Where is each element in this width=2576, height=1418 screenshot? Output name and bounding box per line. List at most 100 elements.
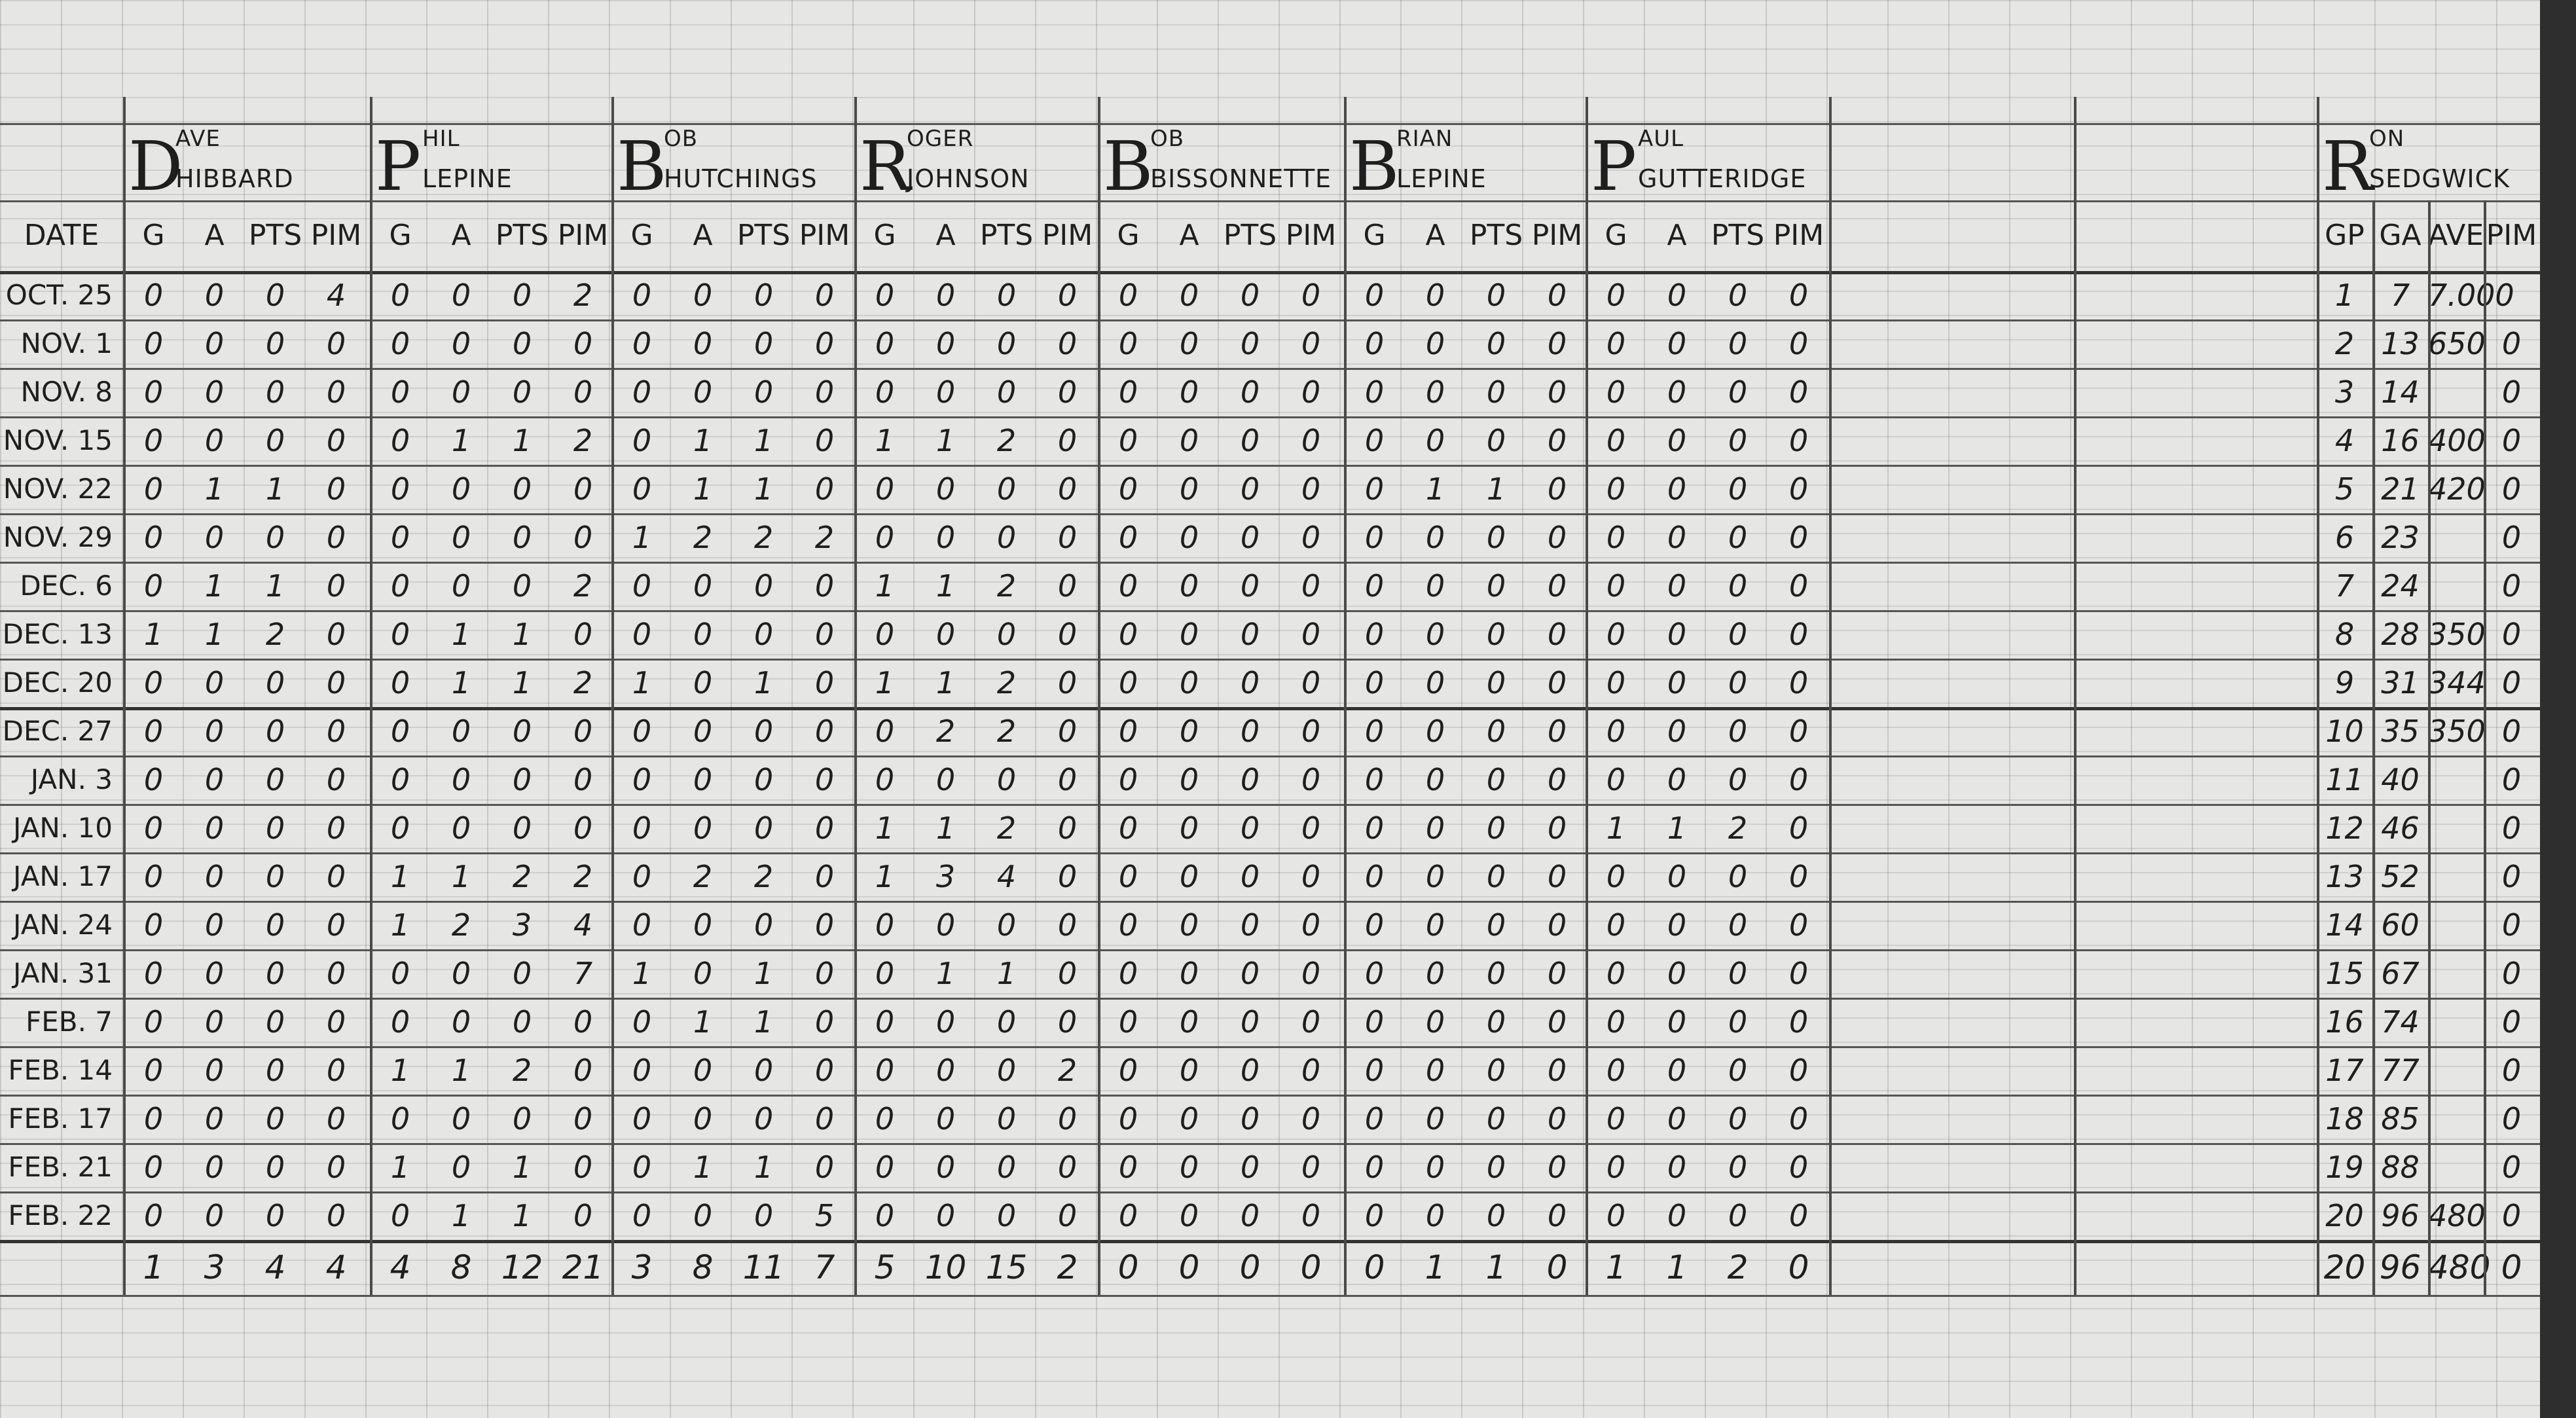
goalie-total-cell: 480 <box>2428 1248 2491 1286</box>
row-rule <box>0 465 2540 467</box>
stat-cell: 0 <box>143 714 164 749</box>
stat-cell: 0 <box>573 1101 593 1136</box>
stat-cell: 0 <box>814 471 835 507</box>
stat-cell: 0 <box>1728 374 1748 410</box>
stat-cell: 0 <box>1118 810 1138 846</box>
row-rule <box>0 319 2540 321</box>
player-name: B RIAN LEPINE <box>1344 123 1587 200</box>
stat-cell: 0 <box>632 1101 652 1136</box>
block-rule <box>370 97 372 1295</box>
stat-cell: 0 <box>143 956 164 991</box>
stat-cell: 0 <box>265 326 285 361</box>
stat-column-header: PTS <box>736 219 791 252</box>
stat-cell: 0 <box>204 762 225 797</box>
stat-cell: 0 <box>265 1101 285 1136</box>
stat-cell: 0 <box>1118 859 1138 894</box>
stat-cell: 2 <box>573 665 593 700</box>
stat-cell: 0 <box>1057 1101 1078 1136</box>
stat-cell: 0 <box>632 810 652 846</box>
stat-cell: 0 <box>1788 278 1809 313</box>
stat-cell: 0 <box>814 1053 835 1088</box>
goalie-stat-cell: 1 <box>2334 278 2355 313</box>
stat-cell: 0 <box>1788 762 1809 797</box>
stat-cell: 1 <box>390 1150 410 1185</box>
stat-cell: 0 <box>1606 374 1626 410</box>
stat-cell: 0 <box>1057 665 1078 700</box>
goalie-stat-cell <box>2428 513 2484 562</box>
stat-cell: 0 <box>1788 810 1809 846</box>
goalie-stat-cell: 650 <box>2428 326 2486 361</box>
goalie-column-header: PIM <box>2486 219 2537 252</box>
goalie-stat-cell: 15 <box>2325 956 2364 991</box>
stat-cell: 1 <box>875 423 895 458</box>
stat-cell: 0 <box>1788 326 1809 361</box>
stat-cell: 0 <box>1788 617 1809 652</box>
total-cell: 1 <box>143 1248 164 1286</box>
stat-cell: 0 <box>204 423 225 458</box>
date-cell: NOV. 29 <box>3 521 113 553</box>
player-name: P AUL GUTTERIDGE <box>1586 123 1829 200</box>
goalie-stat-cell: 0 <box>2501 374 2522 410</box>
goalie-stat-cell: 0 <box>2501 714 2522 749</box>
stat-cell: 2 <box>573 859 593 894</box>
stat-cell: 0 <box>390 617 410 652</box>
total-cell: 0 <box>1117 1248 1139 1286</box>
stat-cell: 0 <box>451 520 471 555</box>
stat-cell: 1 <box>451 1053 471 1088</box>
name-last: JOHNSON <box>907 164 1030 194</box>
stat-cell: 0 <box>451 471 471 507</box>
goalie-stat-cell: 16 <box>2381 423 2420 458</box>
stat-cell: 0 <box>265 1198 285 1233</box>
goalie-stat-cell: 0 <box>2501 762 2522 797</box>
stat-column-header: G <box>1363 219 1386 252</box>
stat-cell: 0 <box>996 374 1017 410</box>
goalie-stat-cell <box>2428 804 2484 852</box>
stat-cell: 0 <box>204 520 225 555</box>
stat-cell: 0 <box>1425 810 1445 846</box>
stat-cell: 0 <box>143 762 164 797</box>
stat-cell: 0 <box>1486 907 1506 943</box>
stat-cell: 0 <box>1057 1150 1078 1185</box>
stat-cell: 1 <box>451 423 471 458</box>
stat-cell: 0 <box>632 423 652 458</box>
stat-cell: 0 <box>1301 665 1321 700</box>
stat-cell: 0 <box>1301 907 1321 943</box>
goalie-stat-cell: 35 <box>2381 714 2420 749</box>
stat-cell: 0 <box>204 1150 225 1185</box>
stat-cell: 0 <box>390 1101 410 1136</box>
date-cell: DEC. 6 <box>20 570 113 602</box>
goalie-stat-cell <box>2428 1046 2484 1095</box>
stat-cell: 0 <box>573 1004 593 1040</box>
stat-cell: 0 <box>935 374 956 410</box>
date-cell: FEB. 17 <box>8 1102 113 1135</box>
stat-cell: 0 <box>1118 374 1138 410</box>
goalie-stat-cell: 0 <box>2501 1198 2522 1233</box>
stat-cell: 0 <box>1425 374 1445 410</box>
stat-cell: 0 <box>1364 907 1385 943</box>
name-first: OGER <box>907 126 974 152</box>
stat-cell: 1 <box>451 859 471 894</box>
goalie-stat-cell: 2 <box>2334 326 2355 361</box>
stat-cell: 0 <box>693 374 713 410</box>
block-rule <box>1098 97 1100 1295</box>
stat-cell: 0 <box>996 471 1017 507</box>
stat-cell: 0 <box>935 471 956 507</box>
total-cell: 0 <box>1178 1248 1200 1286</box>
stat-cell: 0 <box>875 1101 895 1136</box>
row-rule <box>0 755 2540 757</box>
stat-cell: 1 <box>875 810 895 846</box>
stat-cell: 0 <box>753 374 774 410</box>
stat-cell: 1 <box>1425 471 1445 507</box>
stat-cell: 0 <box>693 810 713 846</box>
stat-cell: 0 <box>1606 326 1626 361</box>
stat-cell: 0 <box>1364 520 1385 555</box>
stat-cell: 0 <box>1364 956 1385 991</box>
stat-cell: 0 <box>875 907 895 943</box>
goalie-column-header: GP <box>2325 219 2365 252</box>
row-rule <box>0 949 2540 951</box>
name-first: OB <box>1150 126 1185 152</box>
stat-cell: 0 <box>390 374 410 410</box>
stat-cell: 0 <box>996 278 1017 313</box>
stat-cell: 0 <box>814 1150 835 1185</box>
stat-column-header: G <box>1117 219 1140 252</box>
